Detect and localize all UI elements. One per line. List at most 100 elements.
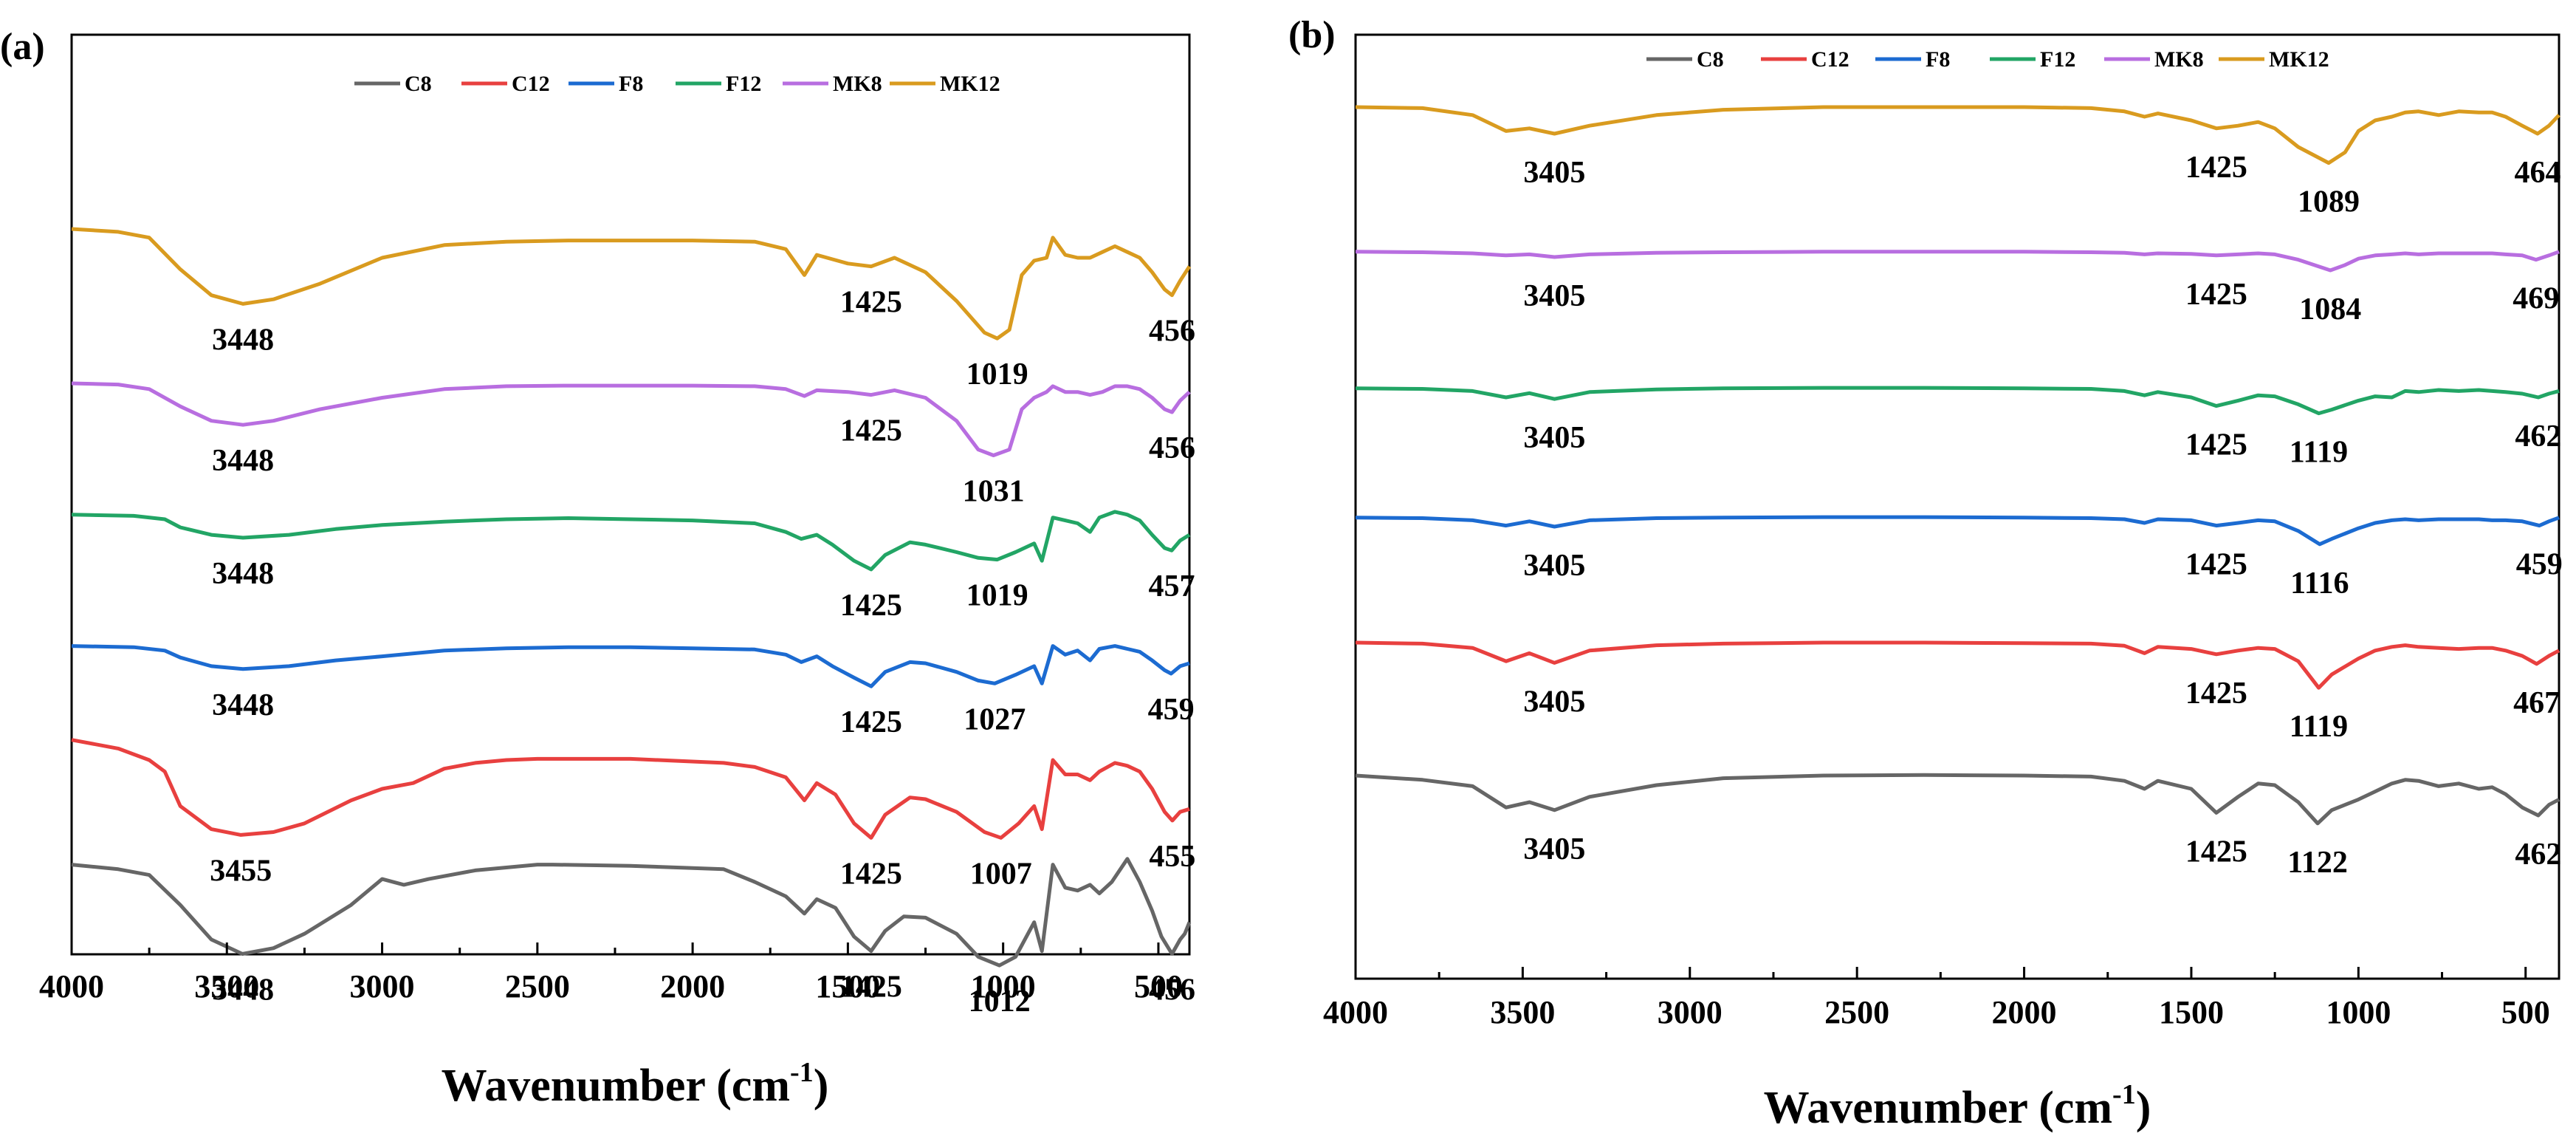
- legend-label-mk12: MK12: [940, 72, 1000, 96]
- series-line-f12: [71, 510, 1191, 572]
- peak-label-c12: 3405: [1523, 685, 1585, 719]
- peak-label-f8: 3405: [1523, 549, 1585, 583]
- x-tick-label: 2000: [1992, 994, 2057, 1030]
- panel-b-chart: (b) C8 C12 F8 F12 MK8 MK12 3405 1425 1122 462340…: [1288, 14, 2563, 1133]
- x-tick-label: 2000: [660, 968, 725, 1005]
- series-line-mk8: [1355, 250, 2560, 273]
- peak-label-mk8: 3448: [212, 444, 274, 478]
- peak-label-mk8: 469: [2513, 282, 2559, 316]
- legend-label-c12: C12: [1811, 47, 1849, 72]
- panel-b-series-group: [1355, 105, 2560, 826]
- peak-label-mk12: 3405: [1523, 156, 1585, 190]
- x-tick-label: 3500: [194, 968, 259, 1005]
- panel-a-plot-frame: [70, 33, 1191, 956]
- peak-label-c12: 3455: [210, 854, 272, 888]
- peak-label-mk12: 1019: [966, 357, 1028, 391]
- series-line-c8: [1355, 773, 2560, 826]
- peak-label-mk12: 3448: [212, 323, 274, 357]
- peak-label-f12: 1019: [966, 579, 1028, 613]
- series-line-f12: [1355, 386, 2560, 416]
- peak-label-c12: 1425: [840, 857, 902, 891]
- series-line-c12: [71, 738, 1190, 840]
- legend-label-mk8: MK8: [2154, 47, 2204, 72]
- legend-label-f12: F12: [2040, 47, 2075, 72]
- peak-label-c8: 3405: [1523, 832, 1585, 866]
- panel-b-x-axis: 4000 3500 3000 2500 2000 1500 1000 500: [1323, 967, 2550, 1030]
- legend-label-mk12: MK12: [2269, 47, 2329, 72]
- peak-label-mk12: 1425: [2185, 151, 2247, 185]
- panel-b-label: (b): [1288, 14, 1336, 56]
- peak-label-f12: 3448: [212, 557, 274, 591]
- panel-b-x-axis-title: Wavenumber (cm-1): [1764, 1079, 2151, 1133]
- peak-label-mk8: 1425: [840, 414, 902, 448]
- series-line-mk12: [1355, 105, 2560, 165]
- peak-label-f12: 462: [2515, 420, 2561, 454]
- legend-label-f8: F8: [619, 72, 643, 96]
- peak-label-mk12: 1089: [2298, 185, 2360, 219]
- series-line-f8: [71, 644, 1190, 688]
- x-tick-label: 1000: [2326, 994, 2391, 1030]
- peak-label-c8: 1425: [840, 971, 902, 1005]
- legend-label-f12: F12: [726, 72, 761, 96]
- peak-label-mk8: 1031: [963, 475, 1025, 509]
- peak-label-f8: 3448: [212, 688, 274, 722]
- peak-label-mk8: 1425: [2185, 278, 2247, 312]
- x-tick-label: 3500: [1490, 994, 1555, 1030]
- peak-label-c12: 467: [2513, 686, 2560, 720]
- series-line-f8: [1355, 515, 2560, 547]
- panel-b-peak-labels: 3405 1425 1122 462 3405 1425 1119 467 3405 1425 11…: [1523, 151, 2562, 880]
- peak-label-mk12: 1425: [840, 286, 902, 320]
- peak-label-c8: 1012: [969, 985, 1031, 1019]
- series-line-mk8: [71, 381, 1191, 457]
- x-tick-label: 3000: [1658, 994, 1723, 1030]
- legend-label-c8: C8: [1697, 47, 1724, 72]
- peak-label-f12: 1119: [2290, 436, 2348, 470]
- peak-label-f8: 1027: [964, 702, 1026, 736]
- series-line-c8: [71, 857, 1192, 968]
- panel-a-legend: C8 C12 F8 F12 MK8 MK12: [354, 72, 1000, 96]
- peak-label-c8: 1425: [2185, 835, 2247, 869]
- peak-label-c8: 462: [2515, 838, 2561, 872]
- peak-label-f12: 3405: [1523, 421, 1585, 455]
- legend-label-f8: F8: [1926, 47, 1950, 72]
- peak-label-f8: 1425: [2185, 548, 2247, 582]
- peak-label-c8: 1122: [2287, 846, 2348, 880]
- peak-label-mk12: 464: [2515, 156, 2561, 190]
- x-tick-label: 1500: [2159, 994, 2224, 1030]
- x-tick-label: 4000: [1323, 994, 1388, 1030]
- peak-label-c12: 455: [1149, 840, 1195, 874]
- x-tick-label: 500: [1134, 968, 1183, 1005]
- x-tick-label: 1000: [971, 968, 1036, 1005]
- peak-label-mk8: 1084: [2299, 292, 2361, 326]
- peak-label-f8: 459: [1148, 693, 1195, 727]
- panel-a-series-group: [71, 227, 1192, 968]
- panel-a-chart: (a) C8 C12 F8 F12 MK8 MK12 3448 1425 1012 456 345…: [0, 26, 1195, 1111]
- panel-a-x-axis: 4000 3500 3000 2500 2000 1500 1000 500: [39, 942, 1183, 1005]
- peak-label-c8: 3448: [212, 973, 274, 1007]
- legend-label-c12: C12: [512, 72, 550, 96]
- peak-label-mk8: 3405: [1523, 279, 1585, 313]
- peak-label-f12: 1425: [840, 589, 902, 623]
- legend-label-mk8: MK8: [833, 72, 882, 96]
- peak-label-c12: 1119: [2290, 710, 2348, 744]
- peak-label-f8: 1116: [2290, 567, 2349, 600]
- series-line-c12: [1355, 640, 2560, 690]
- panel-b-plot-frame: [1354, 33, 2560, 980]
- peak-label-c8: 456: [1149, 974, 1195, 1007]
- peak-label-mk8: 456: [1149, 431, 1195, 465]
- x-tick-label: 4000: [39, 968, 104, 1005]
- x-tick-label: 2500: [1824, 994, 1889, 1030]
- x-tick-label: 3000: [350, 968, 415, 1005]
- panel-b-legend: C8 C12 F8 F12 MK8 MK12: [1646, 47, 2329, 72]
- legend-label-c8: C8: [405, 72, 432, 96]
- panel-a-x-axis-title: Wavenumber (cm-1): [442, 1057, 829, 1111]
- peak-label-f12: 1425: [2185, 428, 2247, 462]
- peak-label-f8: 459: [2516, 548, 2563, 582]
- peak-label-f8: 1425: [840, 705, 902, 739]
- x-tick-label: 500: [2501, 994, 2550, 1030]
- series-line-mk12: [71, 227, 1192, 341]
- panel-a-label: (a): [0, 26, 45, 68]
- panel-a-peak-labels: 3448 1425 1012 456 3455 1425 1007 455 3448 1425 10…: [210, 286, 1195, 1019]
